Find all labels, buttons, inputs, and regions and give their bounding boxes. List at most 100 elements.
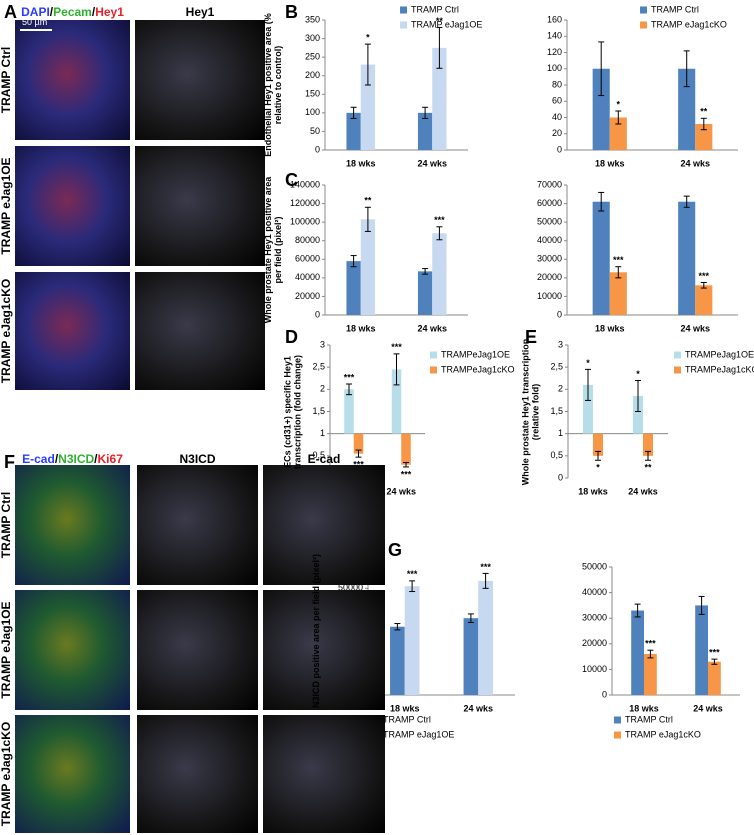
- significance: *: [366, 33, 370, 43]
- significance: ***: [344, 372, 355, 382]
- legend-label: TRAMPeJag1OE: [685, 349, 754, 359]
- bar: [346, 112, 361, 150]
- panel-label: E: [525, 327, 538, 347]
- image-header: N3ICD: [179, 452, 216, 466]
- bar: [592, 201, 610, 315]
- y-tick-label: 2,5: [550, 362, 563, 372]
- y-tick-label: 50000: [582, 561, 607, 571]
- y-tick-label: 0: [557, 309, 562, 319]
- image-header: E-cad: [307, 452, 341, 466]
- y-tick-label: 40: [552, 112, 562, 122]
- significance: ***: [480, 562, 491, 572]
- micrograph: [135, 146, 265, 266]
- y-tick-label: 20000: [582, 638, 607, 648]
- bar: [609, 117, 627, 150]
- y-tick-label: 30000: [582, 613, 607, 623]
- y-tick-label: 50000: [338, 583, 363, 593]
- significance: ***: [391, 342, 402, 352]
- bar: [360, 219, 376, 315]
- micrograph: [137, 465, 258, 585]
- significance: *: [586, 358, 590, 368]
- y-tick-label: 80: [552, 79, 562, 89]
- bar: [592, 68, 610, 150]
- y-tick-label: 60000: [537, 198, 562, 208]
- image-header: E-cad/N3ICD/Ki67: [15, 452, 130, 466]
- micrograph: [137, 715, 258, 833]
- y-tick-label: 40000: [582, 587, 607, 597]
- bar: [708, 661, 721, 695]
- y-tick-label: 80000: [295, 235, 320, 245]
- legend-swatch: [430, 366, 437, 374]
- legend-swatch: [674, 366, 681, 374]
- header-part: /: [91, 5, 96, 19]
- x-tick-label: 18 wks: [629, 703, 659, 713]
- bar: [432, 47, 447, 150]
- legend-swatch: [614, 716, 621, 724]
- row-label: TRAMP eJag1cKO: [0, 278, 13, 384]
- y-tick-label: 100000: [290, 217, 320, 227]
- micrograph: [15, 590, 130, 710]
- legend-label: TRAMPeJag1OE: [441, 349, 510, 359]
- bar: [404, 586, 420, 695]
- bar: [346, 261, 361, 315]
- y-tick-label: 120: [547, 47, 562, 57]
- bar: [643, 433, 653, 456]
- y-tick-label: 150: [305, 89, 320, 99]
- header-part: N3ICD: [58, 452, 95, 466]
- y-axis-label: Endothelial Hey1 positive area (% relati…: [262, 13, 283, 157]
- bar: [593, 433, 603, 456]
- panel-label: F: [4, 452, 15, 472]
- y-tick-label: 1,5: [312, 406, 325, 416]
- y-tick-label: 20000: [295, 291, 320, 301]
- x-tick-label: 24 wks: [693, 703, 723, 713]
- significance: ***: [401, 469, 412, 479]
- bar: [391, 369, 402, 434]
- legend-label: TRAMP Ctrl: [411, 4, 459, 14]
- significance: ***: [709, 648, 720, 658]
- y-tick-label: 140: [547, 31, 562, 41]
- y-tick-label: 2: [320, 384, 325, 394]
- legend-label: TRAMP eJag1cKO: [651, 19, 727, 29]
- micrograph: [135, 272, 265, 390]
- y-tick-label: 3: [320, 339, 325, 349]
- header-part: /: [49, 5, 54, 19]
- x-tick-label: 24 wks: [417, 323, 447, 333]
- header-part: /: [54, 452, 59, 466]
- panel-label: C: [285, 170, 298, 190]
- y-tick-label: 1: [558, 428, 563, 438]
- significance: ***: [434, 215, 445, 225]
- y-tick-label: 100: [305, 107, 320, 117]
- scale-bar: [20, 29, 52, 31]
- y-tick-label: 0: [558, 472, 563, 482]
- panel-label: B: [285, 2, 298, 22]
- y-tick-label: 1: [320, 428, 325, 438]
- x-tick-label: 24 wks: [463, 703, 493, 713]
- bar: [695, 124, 713, 150]
- y-tick-label: 0: [315, 309, 320, 319]
- scale-bar-label: 50 µm: [22, 17, 48, 27]
- header-part: Ki67: [97, 452, 123, 466]
- y-tick-label: 250: [305, 52, 320, 62]
- bar: [695, 605, 708, 695]
- y-axis-label: ECs (cd31+) specific Hey1 transcription …: [281, 354, 302, 469]
- y-axis-label: N3ICD positive area per field (pixel²): [310, 553, 321, 709]
- significance: **: [644, 463, 652, 473]
- panel-label: D: [285, 327, 298, 347]
- x-tick-label: 18 wks: [595, 323, 625, 333]
- micrograph: [135, 20, 265, 140]
- bar: [478, 580, 493, 695]
- header-part: DAPI: [21, 5, 50, 19]
- x-tick-label: 24 wks: [386, 486, 416, 496]
- bar: [417, 112, 433, 150]
- y-tick-label: 60: [552, 96, 562, 106]
- image-header: DAPI/Pecam/Hey1: [15, 5, 130, 19]
- image-header: Hey1: [185, 5, 215, 19]
- row-label: TRAMP Ctrl: [0, 46, 13, 114]
- y-tick-label: 0: [315, 144, 320, 154]
- y-tick-label: 60000: [295, 254, 320, 264]
- panel-label: G: [388, 540, 403, 560]
- bar: [678, 68, 696, 150]
- x-tick-label: 18 wks: [578, 486, 608, 496]
- bar: [463, 618, 479, 695]
- bar: [695, 285, 713, 315]
